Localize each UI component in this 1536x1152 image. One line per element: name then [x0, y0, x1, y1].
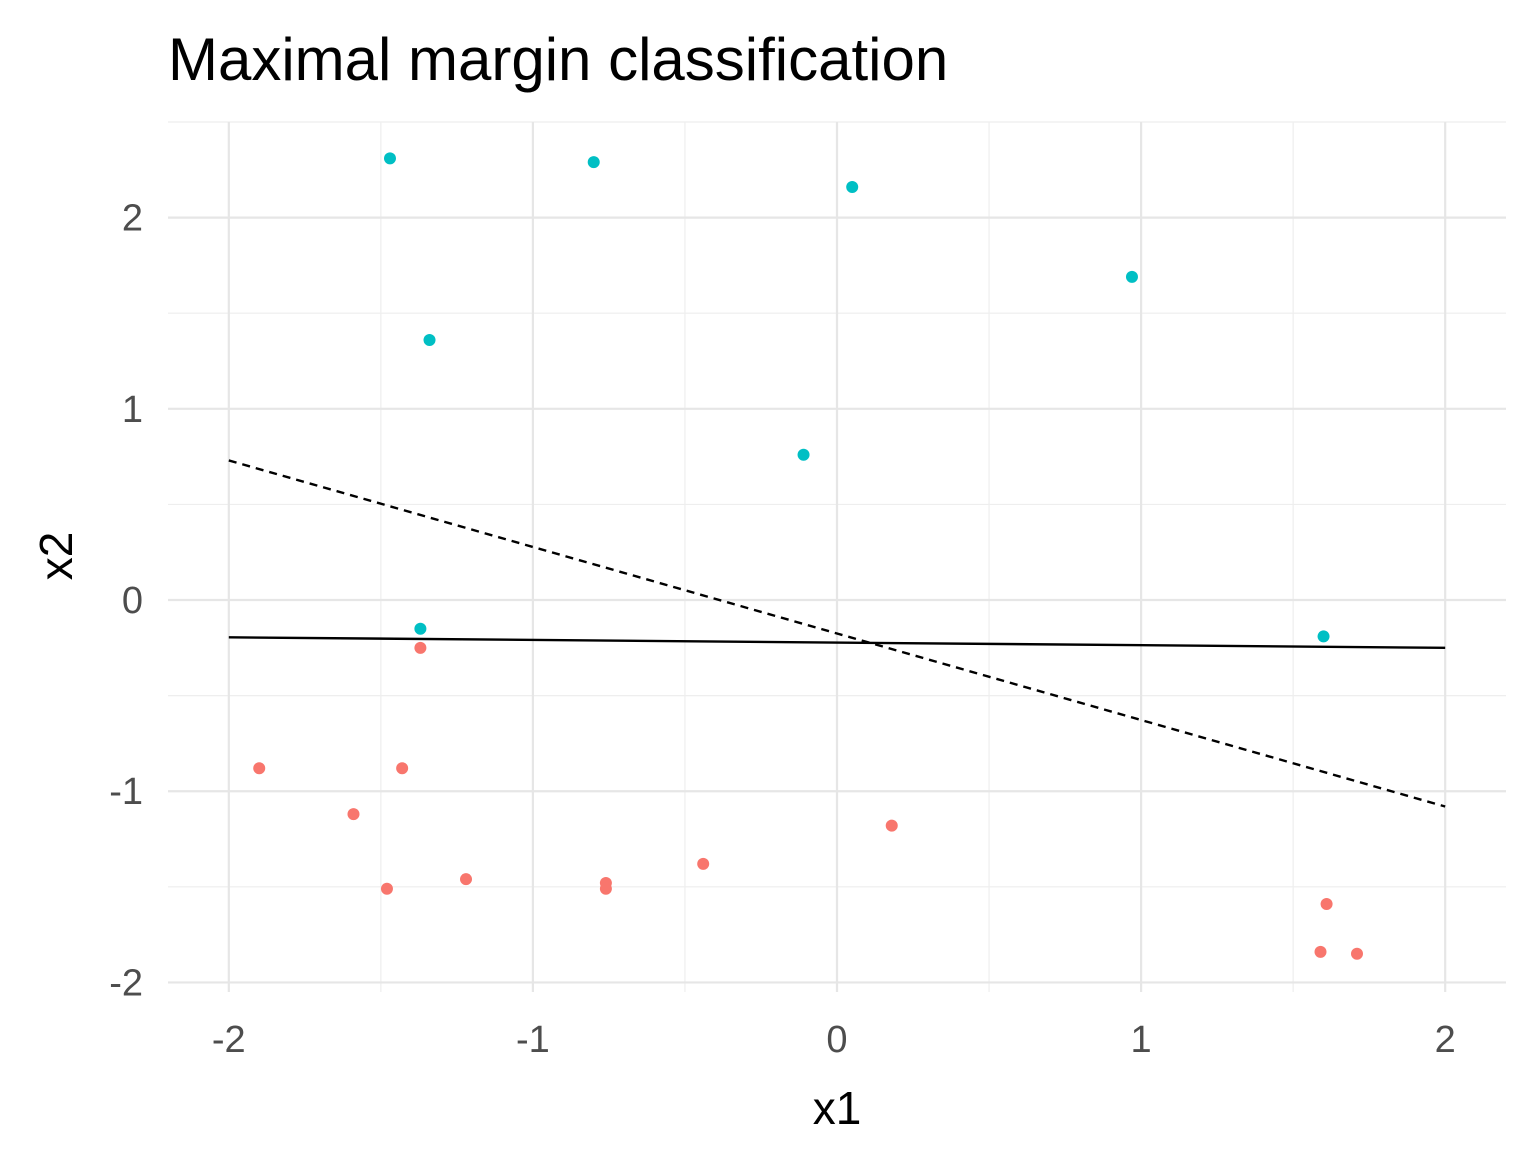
data-point-class-a	[587, 156, 600, 169]
x-axis-title: x1	[813, 1082, 862, 1134]
data-point-class-b	[347, 808, 360, 821]
data-point-class-b	[1350, 947, 1363, 960]
data-point-class-b	[697, 857, 710, 870]
data-point-class-a	[383, 152, 396, 165]
data-point-class-a	[1317, 630, 1330, 643]
y-tick-label: 1	[122, 389, 143, 431]
x-tick-label: -1	[516, 1019, 550, 1061]
grid	[168, 121, 1506, 992]
x-tick-label: -2	[212, 1019, 246, 1061]
data-point-class-b	[1314, 945, 1327, 958]
chart-title: Maximal margin classification	[168, 26, 948, 93]
y-tick-label: 2	[122, 198, 143, 240]
margin-line-dashed	[228, 459, 1446, 808]
y-axis-title: x2	[30, 532, 82, 581]
x-tick-label: 2	[1435, 1019, 1456, 1061]
y-axis-ticks: -2 -1 0 1 2	[109, 198, 143, 1005]
data-point-class-a	[1125, 270, 1138, 283]
decision-lines	[228, 459, 1446, 808]
data-point-class-b	[460, 873, 473, 886]
data-point-class-b	[396, 762, 409, 775]
data-point-class-a	[414, 622, 427, 635]
data-point-class-b	[885, 819, 898, 832]
data-point-class-b	[253, 762, 266, 775]
y-tick-label: -2	[109, 962, 143, 1004]
y-tick-label: -1	[109, 771, 143, 813]
data-points	[253, 152, 1363, 960]
x-axis-ticks: -2 -1 0 1 2	[212, 1019, 1456, 1061]
y-tick-label: 0	[122, 580, 143, 622]
data-point-class-a	[846, 181, 859, 194]
x-tick-label: 0	[826, 1019, 847, 1061]
data-point-class-b	[380, 882, 393, 895]
hyperplane-line-solid	[228, 636, 1446, 650]
data-point-class-a	[797, 448, 810, 461]
data-point-class-a	[423, 333, 436, 346]
data-point-class-b	[599, 882, 612, 895]
x-tick-label: 1	[1131, 1019, 1152, 1061]
data-point-class-b	[414, 641, 427, 654]
data-point-class-b	[1320, 898, 1333, 911]
